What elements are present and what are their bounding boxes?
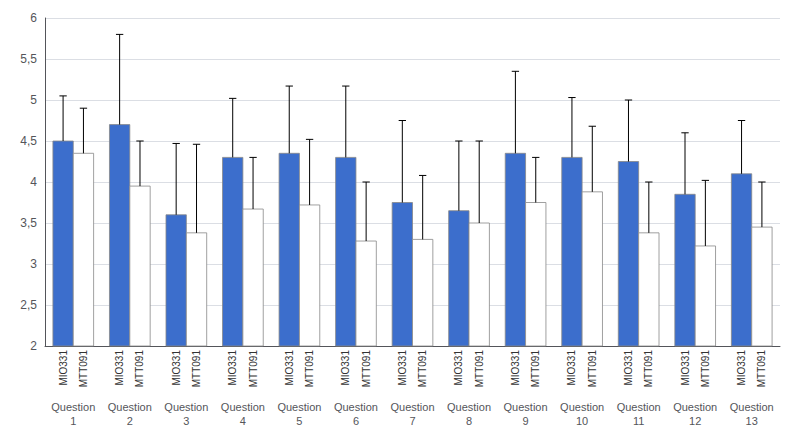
svg-text:MIO331: MIO331	[680, 350, 691, 386]
svg-text:Question: Question	[277, 401, 321, 413]
svg-text:Question: Question	[560, 401, 604, 413]
svg-text:10: 10	[576, 415, 588, 427]
svg-text:MIO331: MIO331	[566, 350, 577, 386]
svg-text:2: 2	[127, 415, 133, 427]
svg-text:MTT091: MTT091	[191, 350, 202, 388]
svg-text:MTT091: MTT091	[361, 350, 372, 388]
svg-text:MTT091: MTT091	[417, 350, 428, 388]
svg-text:13: 13	[746, 415, 758, 427]
svg-text:MTT091: MTT091	[756, 350, 767, 388]
svg-text:Question: Question	[108, 401, 152, 413]
svg-text:MIO331: MIO331	[171, 350, 182, 386]
svg-text:Question: Question	[617, 401, 661, 413]
svg-text:6: 6	[353, 415, 359, 427]
svg-text:11: 11	[633, 415, 644, 427]
svg-text:Question: Question	[390, 401, 434, 413]
svg-text:MIO331: MIO331	[227, 350, 238, 386]
svg-text:MTT091: MTT091	[587, 350, 598, 388]
svg-text:5: 5	[30, 93, 37, 107]
svg-text:MIO331: MIO331	[736, 350, 747, 386]
svg-text:MTT091: MTT091	[700, 350, 711, 388]
svg-text:MIO331: MIO331	[284, 350, 295, 386]
svg-text:MTT091: MTT091	[643, 350, 654, 388]
svg-text:2,5: 2,5	[20, 298, 37, 312]
svg-text:MTT091: MTT091	[78, 350, 89, 388]
svg-text:Question: Question	[447, 401, 491, 413]
svg-text:MTT091: MTT091	[304, 350, 315, 388]
svg-text:MTT091: MTT091	[530, 350, 541, 388]
svg-text:Question: Question	[673, 401, 717, 413]
svg-text:6: 6	[30, 11, 37, 25]
svg-text:MIO331: MIO331	[397, 350, 408, 386]
svg-text:5: 5	[296, 415, 302, 427]
svg-text:MTT091: MTT091	[134, 350, 145, 388]
svg-text:4: 4	[30, 175, 37, 189]
svg-text:Question: Question	[730, 401, 774, 413]
svg-text:MIO331: MIO331	[340, 350, 351, 386]
svg-text:Question: Question	[504, 401, 548, 413]
svg-text:MIO331: MIO331	[623, 350, 634, 386]
svg-text:5,5: 5,5	[20, 52, 37, 66]
svg-text:MIO331: MIO331	[510, 350, 521, 386]
svg-text:MIO331: MIO331	[114, 350, 125, 386]
svg-text:Question: Question	[334, 401, 378, 413]
svg-text:8: 8	[466, 415, 472, 427]
svg-text:7: 7	[409, 415, 415, 427]
svg-text:3: 3	[30, 257, 37, 271]
svg-text:MTT091: MTT091	[248, 350, 259, 388]
svg-text:1: 1	[70, 415, 76, 427]
svg-text:2: 2	[30, 339, 37, 353]
svg-text:Question: Question	[51, 401, 95, 413]
svg-text:MTT091: MTT091	[474, 350, 485, 388]
svg-text:MIO331: MIO331	[58, 350, 69, 386]
svg-text:3: 3	[183, 415, 189, 427]
svg-text:3,5: 3,5	[20, 216, 37, 230]
svg-text:12: 12	[689, 415, 701, 427]
svg-text:4,5: 4,5	[20, 134, 37, 148]
svg-text:Question: Question	[164, 401, 208, 413]
svg-text:Question: Question	[221, 401, 265, 413]
svg-text:9: 9	[523, 415, 529, 427]
svg-text:4: 4	[240, 415, 246, 427]
svg-text:MIO331: MIO331	[453, 350, 464, 386]
